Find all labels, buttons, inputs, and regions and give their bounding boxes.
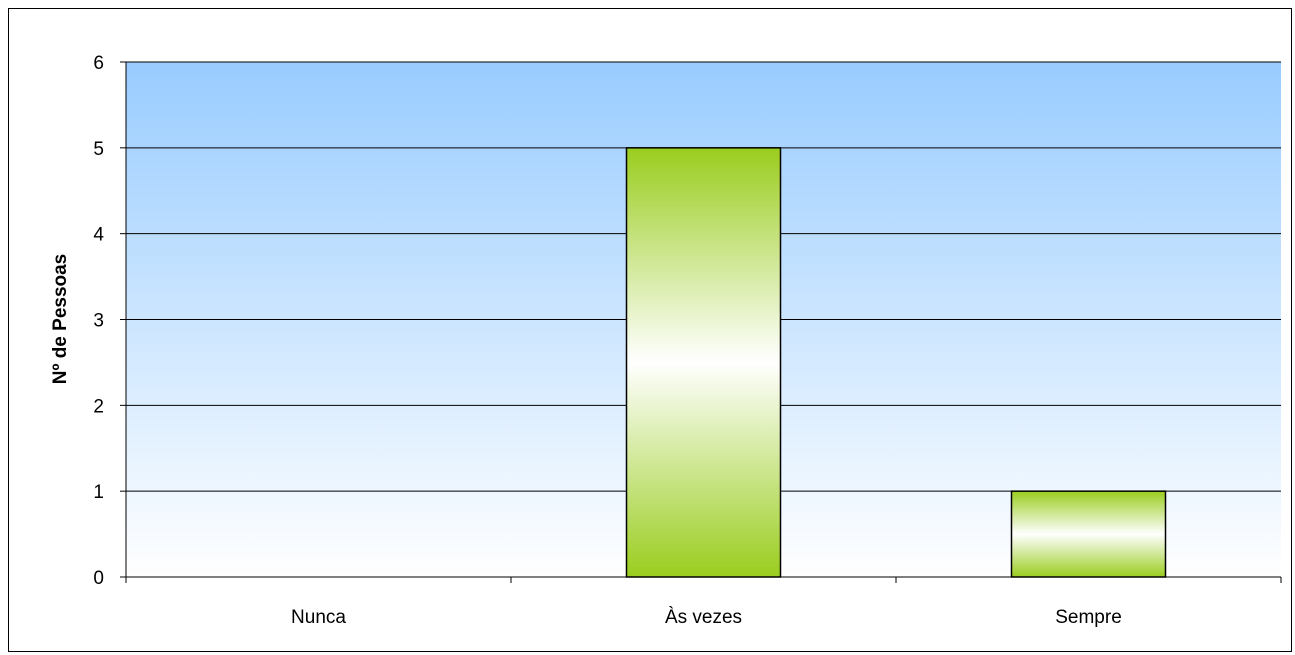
y-tick-label: 2	[93, 396, 104, 417]
y-tick-label: 1	[93, 482, 104, 503]
y-axis-title: Nº de Pessoas	[50, 254, 71, 385]
axes	[120, 61, 1282, 583]
tick-labels: 0 1 2 3 4 5 6 Nunca Às vezes Sempre	[93, 53, 1121, 628]
x-tick-label: Nunca	[291, 607, 346, 628]
bar	[1010, 490, 1167, 578]
y-tick-label: 6	[93, 53, 104, 74]
y-tick-label: 4	[93, 225, 104, 246]
bar	[625, 147, 782, 578]
y-tick-label: 3	[93, 311, 104, 332]
x-tick-label: Sempre	[1055, 607, 1122, 628]
bar-chart: 0 1 2 3 4 5 6 Nunca Às vezes Sempre Nº de Pessoas	[50, 53, 1282, 628]
y-tick-label: 0	[93, 568, 104, 589]
bars	[625, 147, 1167, 578]
chart-frame: 0 1 2 3 4 5 6 Nunca Às vezes Sempre Nº de Pessoas	[8, 8, 1292, 652]
x-tick-label: Às vezes	[665, 607, 742, 628]
y-tick-label: 5	[93, 139, 104, 160]
